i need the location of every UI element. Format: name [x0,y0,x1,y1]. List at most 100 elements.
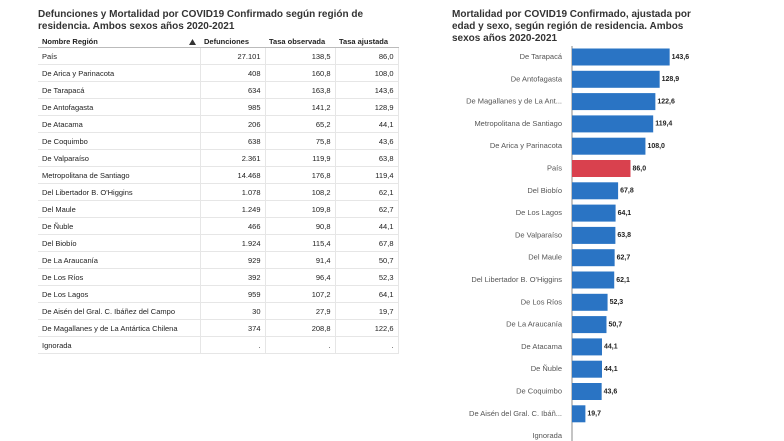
cell-number: 206 [200,115,266,133]
cell-number: 27.101 [200,47,266,65]
value-label: 128,9 [662,76,680,83]
cell-number: 62,1 [335,183,399,201]
table-row: Del Libertador B. O'Higgins 1.078 108,2 62,… [38,183,399,201]
category-label: País [547,163,562,172]
cell-number: 30 [200,302,266,320]
cell-number: 985 [200,98,266,116]
cell-region: De Atacama [38,115,201,133]
table-row: Ignorada... [38,336,399,354]
cell-number: 14.468 [200,166,266,184]
cell-number: 119,4 [335,166,399,184]
cell-number: 408 [200,64,266,82]
cell-number: 1.249 [200,200,266,218]
value-label: 86,0 [632,165,646,172]
cell-number: 119,9 [265,149,336,167]
table-row: De La Araucanía 929 91,4 50,7 [38,251,399,269]
table-title: Defunciones y Mortalidad por COVID19 Con… [38,9,364,32]
table-row: País 27.101 138,5 86,0 [38,47,399,65]
bar [572,316,607,334]
category-label: Del Maule [528,253,562,262]
cell-number: 466 [200,217,266,235]
cell-region: De Los Lagos [38,285,201,303]
category-label: De Magallanes y de La Ant... [466,97,562,106]
cell-number: 138,5 [265,47,336,65]
cell-number: 959 [200,285,266,303]
bar [572,115,654,133]
category-label: De Tarapacá [520,52,563,61]
bar [572,249,615,267]
data-table: Nombre Región Defunciones Tasa observada Ta… [38,36,399,354]
value-label: 43,6 [604,388,618,395]
cell-number: 63,8 [335,149,399,167]
header-row: Nombre Región Defunciones Tasa observada Ta… [38,36,398,48]
bar [572,93,656,111]
cell-number: 115,4 [265,234,336,252]
category-label: Del Libertador B. O'Higgins [471,275,562,284]
bar [572,204,616,222]
sort-icon[interactable] [189,39,196,45]
cell-region: De Arica y Parinacota [38,64,201,82]
cell-region: De Ñuble [38,217,201,235]
cell-number: 2.361 [200,149,266,167]
cell-number: 109,8 [265,200,336,218]
table-row: De Antofagasta 985 141,2 128,9 [38,98,399,116]
cell-number: . [335,336,399,354]
value-label: 52,3 [610,299,624,306]
cell-number: 67,8 [335,234,399,252]
cell-number: 27,9 [265,302,336,320]
category-label: De Los Lagos [516,208,563,217]
cell-number: 108,0 [335,64,399,82]
cell-number: 52,3 [335,268,399,286]
cell-number: 128,9 [335,98,399,116]
category-label: De Los Ríos [521,297,563,306]
cell-number: 143,6 [335,81,399,99]
cell-number: 65,2 [265,115,336,133]
cell-region: De Valparaíso [38,149,201,167]
value-label: 64,1 [618,210,632,217]
cell-number: 91,4 [265,251,336,269]
cell-number: 634 [200,81,266,99]
cell-region: De Antofagasta [38,98,201,116]
table-row: De Los Lagos 959 107,2 64,1 [38,285,399,303]
value-label: 62,1 [616,277,630,284]
table-row: Metropolitana de Santiago 14.468 176,8 119,… [38,166,399,184]
cell-number: 86,0 [335,47,399,65]
cell-number: 163,8 [265,81,336,99]
cell-number: 122,6 [335,319,399,337]
cell-number: 638 [200,132,266,150]
value-label: 62,7 [617,255,631,262]
category-label: Del Biobío [527,186,562,195]
cell-region: De La Araucanía [38,251,201,269]
value-label: 44,1 [604,344,618,351]
cell-number: 43,6 [335,132,399,150]
category-label: Ignorada [532,431,562,440]
cell-number: . [200,336,266,354]
category-label: De Antofagasta [511,74,563,83]
cell-number: 141,2 [265,98,336,116]
chart-title: Mortalidad por COVID19 Confirmado, ajust… [452,9,691,44]
category-label: De Atacama [521,342,563,351]
cell-region: Ignorada [38,336,201,354]
cell-number: 107,2 [265,285,336,303]
bar [572,70,660,88]
cell-number: 1.924 [200,234,266,252]
cell-region: De Magallanes y de La Antártica Chilena [38,319,201,337]
table-row: De Valparaíso 2.361 119,9 63,8 [38,149,399,167]
table-row: De Coquimbo 638 75,8 43,6 [38,132,399,150]
bar [572,360,602,378]
category-label: De Aisén del Gral. C. Ibáñ... [469,409,562,418]
table-row: De Tarapacá 634 163,8 143,6 [38,81,399,99]
value-label: 119,4 [655,121,672,128]
cell-number: 929 [200,251,266,269]
category-label: De Coquimbo [516,386,562,395]
value-label: 50,7 [608,321,622,328]
cell-number: 19,7 [335,302,399,320]
cell-number: 62,7 [335,200,399,218]
cell-number: 64,1 [335,285,399,303]
cell-number: 50,7 [335,251,399,269]
category-label: De Valparaíso [515,230,562,239]
cell-region: De Aisén del Gral. C. Ibáñez del Campo [38,302,201,320]
bar [572,383,602,400]
